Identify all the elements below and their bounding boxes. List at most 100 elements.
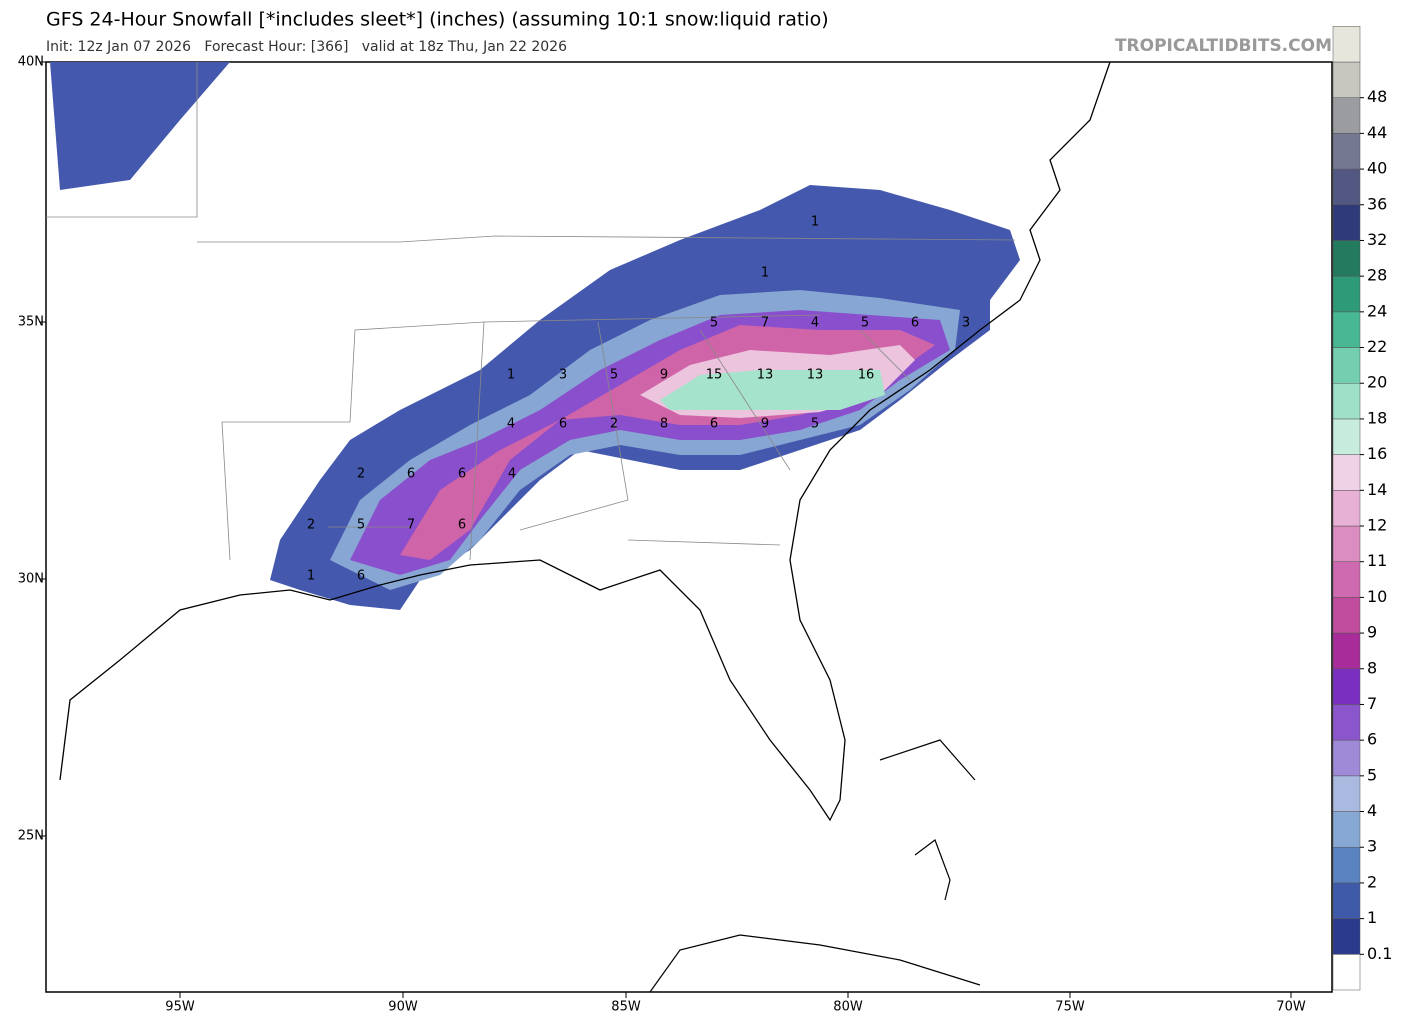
snow-field — [50, 62, 1020, 610]
colorbar-label: 4 — [1367, 801, 1377, 820]
point-label: 2 — [610, 417, 618, 432]
coastline — [649, 934, 981, 993]
colorbar-bin — [1332, 418, 1361, 455]
colorbar-label: 32 — [1367, 230, 1387, 249]
lon-label: 95W — [165, 1000, 195, 1014]
point-label: 2 — [307, 518, 315, 533]
colorbar-bin — [1332, 525, 1361, 562]
colorbar-label: 18 — [1367, 408, 1387, 427]
border — [197, 235, 1016, 243]
colorbar-bin — [1332, 561, 1361, 598]
point-label: 1 — [811, 215, 819, 230]
point-label: 6 — [559, 417, 567, 432]
colorbar-label: 6 — [1367, 730, 1377, 749]
point-label: 1 — [307, 569, 315, 584]
colorbar-label: 3 — [1367, 837, 1377, 856]
credit: TROPICALTIDBITS.COM — [1115, 36, 1332, 56]
lat-label: 35N — [18, 315, 44, 330]
point-label: 6 — [458, 467, 466, 482]
point-label: 5 — [861, 316, 869, 331]
point-label: 5 — [710, 316, 718, 331]
colorbar-bin — [1332, 168, 1361, 206]
colorbar-bin — [1332, 597, 1361, 634]
colorbar-label: 11 — [1367, 551, 1387, 570]
colorbar-bin — [1332, 954, 1361, 991]
point-label: 4 — [508, 467, 516, 482]
colorbar-label: 44 — [1367, 123, 1387, 142]
colorbar-bin — [1332, 311, 1361, 348]
border — [222, 314, 821, 423]
colorbar-bin — [1332, 347, 1361, 384]
point-label: 3 — [962, 316, 970, 331]
colorbar-label: 9 — [1367, 623, 1377, 642]
colorbar-label: 36 — [1367, 194, 1387, 213]
colorbar-label: 14 — [1367, 480, 1387, 499]
point-label: 5 — [610, 368, 618, 383]
point-label: 7 — [761, 316, 769, 331]
colorbar-bin — [1332, 811, 1361, 848]
point-label: 5 — [357, 518, 365, 533]
colorbar-label: 5 — [1367, 765, 1377, 784]
point-label: 15 — [706, 368, 723, 383]
colorbar-bin — [1332, 704, 1361, 741]
point-label: 5 — [811, 417, 819, 432]
snow-area — [50, 62, 230, 190]
lon-label: 90W — [388, 1000, 418, 1014]
lon-label: 75W — [1055, 1000, 1085, 1014]
border — [699, 329, 791, 471]
border — [627, 539, 781, 546]
lon-label: 85W — [611, 1000, 641, 1014]
colorbar-bin — [1332, 846, 1361, 884]
colorbar-label: 22 — [1367, 337, 1387, 356]
border — [46, 62, 198, 218]
colorbar-label: 1 — [1367, 908, 1377, 927]
point-label: 6 — [710, 417, 718, 432]
point-label: 8 — [660, 417, 668, 432]
colorbar-bin — [1332, 275, 1361, 313]
lat-label: 25N — [18, 829, 44, 844]
colorbar-label: 10 — [1367, 587, 1387, 606]
colorbar-label: 16 — [1367, 444, 1387, 463]
lat-label: 40N — [18, 55, 44, 70]
colorbar-bin — [1332, 382, 1361, 420]
colorbar-label: 24 — [1367, 301, 1387, 320]
colorbar-bin — [1332, 739, 1361, 777]
coastline — [59, 61, 1111, 822]
colorbar-label: 40 — [1367, 159, 1387, 178]
point-label: 13 — [757, 368, 774, 383]
colorbar-bin — [1332, 61, 1361, 98]
colorbar-label: 8 — [1367, 658, 1377, 677]
point-label: 2 — [357, 467, 365, 482]
border — [221, 421, 231, 561]
colorbar-label: 12 — [1367, 516, 1387, 535]
point-label: 6 — [407, 467, 415, 482]
colorbar-bin — [1332, 918, 1361, 955]
point-label: 6 — [357, 569, 365, 584]
border — [519, 321, 629, 531]
colorbar-bin — [1332, 490, 1361, 527]
point-label: 16 — [858, 368, 875, 383]
point-label: 7 — [407, 518, 415, 533]
lon-label: 70W — [1276, 1000, 1306, 1014]
colorbar-bin — [1332, 454, 1361, 491]
map — [45, 61, 1333, 993]
colorbar-bin — [1332, 882, 1361, 919]
subtitle: Init: 12z Jan 07 2026 Forecast Hour: [36… — [46, 39, 567, 55]
colorbar-bin — [1332, 204, 1361, 241]
colorbar-label: 2 — [1367, 872, 1377, 891]
title: GFS 24-Hour Snowfall [*includes sleet*] … — [46, 9, 829, 31]
map-frame — [45, 61, 1333, 993]
colorbar-bin — [1332, 632, 1361, 670]
colorbar-label: 0.1 — [1367, 944, 1392, 963]
lon-label: 80W — [833, 1000, 863, 1014]
point-label: 3 — [559, 368, 567, 383]
point-label: 4 — [811, 316, 819, 331]
colorbar-bin — [1332, 97, 1361, 134]
snow-area — [660, 370, 885, 410]
islands — [879, 739, 976, 901]
colorbar-bin — [1332, 240, 1361, 277]
colorbar-bin — [1332, 26, 1361, 63]
state-borders — [46, 62, 1016, 561]
